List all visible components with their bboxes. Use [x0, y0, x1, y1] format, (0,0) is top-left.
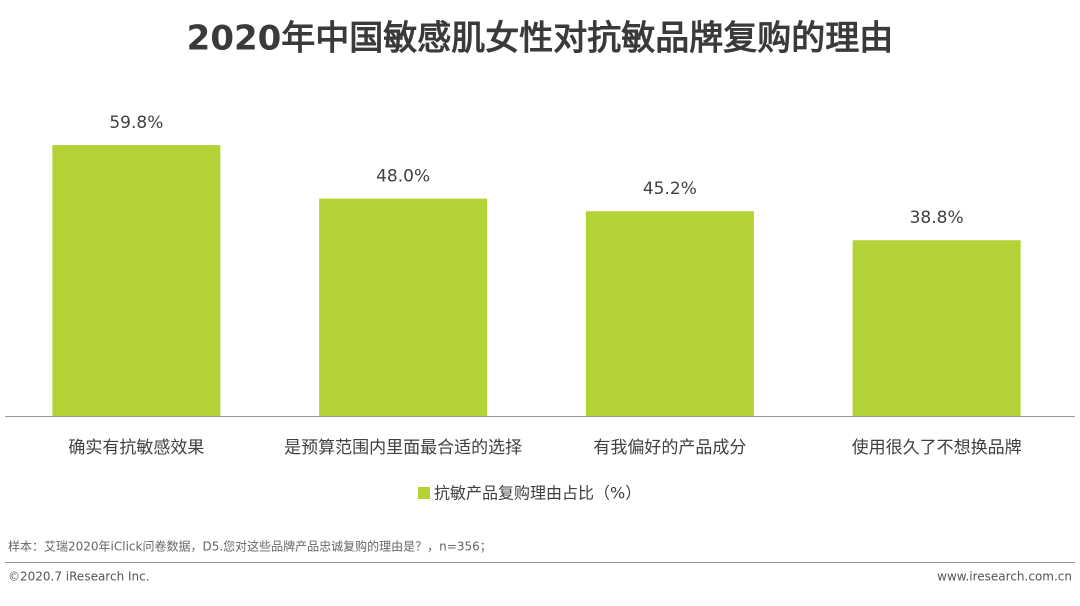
x-tick-label: 确实有抗敏感效果 — [68, 438, 204, 458]
x-tick-label: 有我偏好的产品成分 — [593, 438, 746, 458]
source-note: 样本：艾瑞2020年iClick问卷数据，D5.您对这些品牌产品忠诚复购的理由是… — [8, 539, 492, 554]
legend-swatch — [418, 487, 430, 499]
bar — [852, 240, 1021, 416]
bar — [585, 211, 754, 416]
legend-label: 抗敏产品复购理由占比（%） — [434, 484, 641, 503]
website: www.iresearch.com.cn — [937, 570, 1072, 584]
value-label: 45.2% — [643, 179, 697, 199]
chart-title: 2020年中国敏感肌女性对抗敏品牌复购的理由 — [187, 19, 894, 59]
value-label: 38.8% — [910, 208, 964, 228]
copyright: ©2020.7 iResearch Inc. — [8, 570, 150, 584]
value-label: 48.0% — [376, 167, 430, 187]
x-tick-label: 是预算范围内里面最合适的选择 — [284, 438, 522, 458]
x-tick-label: 使用很久了不想换品牌 — [852, 437, 1022, 458]
bar — [319, 198, 488, 416]
bar — [52, 145, 221, 416]
value-label: 59.8% — [109, 113, 163, 133]
